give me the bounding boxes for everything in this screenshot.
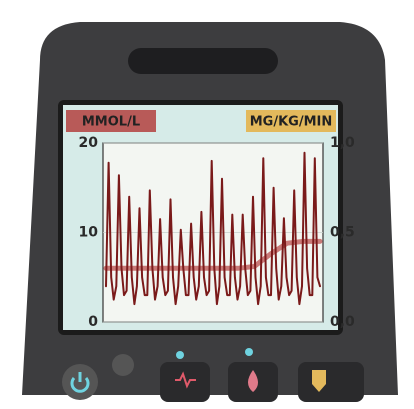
menu-button[interactable] xyxy=(112,354,134,376)
dose-button[interactable] xyxy=(298,362,364,402)
y2-tick-label: 1,0 xyxy=(330,135,355,151)
y2-axis-title: MG/KG/MIN xyxy=(250,115,333,130)
y-tick-label: 10 xyxy=(79,225,99,241)
y2-tick-label: 0,5 xyxy=(330,225,355,241)
y-tick-label: 0 xyxy=(88,314,98,330)
device-photo: MMOL/L MG/KG/MIN 0 10 20 0,0 0,5 1,0 xyxy=(0,0,414,405)
y2-tick-label: 0,0 xyxy=(330,314,355,330)
y-tick-label: 20 xyxy=(79,135,99,151)
led xyxy=(176,351,184,359)
y-axis-title: MMOL/L xyxy=(82,115,140,130)
led xyxy=(245,348,253,356)
speaker-slot xyxy=(128,48,278,74)
